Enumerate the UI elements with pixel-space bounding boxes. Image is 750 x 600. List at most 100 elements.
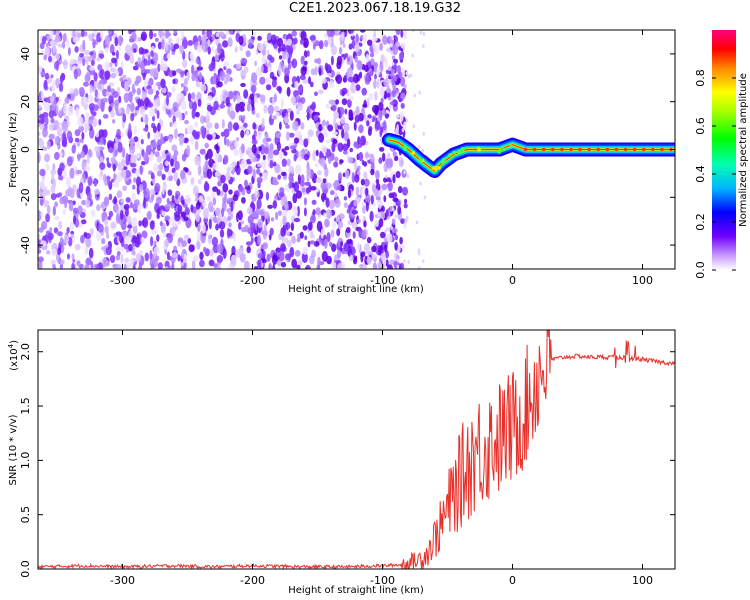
spectrogram-cell bbox=[390, 226, 393, 230]
spectrogram-cell bbox=[165, 42, 169, 52]
spectrogram-cell bbox=[63, 59, 68, 70]
spectrogram-cell bbox=[116, 251, 121, 256]
spectrogram-cell bbox=[305, 266, 310, 269]
spectrogram-cell bbox=[228, 90, 234, 100]
spectrogram-cell bbox=[279, 251, 285, 262]
spectrogram-cell bbox=[164, 160, 169, 167]
spectrogram-cell bbox=[103, 129, 108, 139]
spectrogram-cell bbox=[337, 262, 343, 269]
spectrogram-cell bbox=[397, 246, 401, 250]
spectrogram-cell bbox=[259, 76, 266, 85]
spectrogram-cell bbox=[337, 221, 344, 229]
spectrogram-cell bbox=[211, 33, 216, 41]
spectrogram-cell bbox=[211, 76, 217, 85]
spectrogram-cell bbox=[312, 42, 316, 50]
spectrogram-cell bbox=[107, 216, 112, 221]
spectrogram-cell bbox=[286, 86, 291, 97]
spectrogram-cell bbox=[259, 94, 266, 103]
spectrogram-cell bbox=[361, 229, 367, 241]
spectrogram-cell bbox=[77, 205, 83, 215]
spectrogram-cell bbox=[360, 34, 364, 40]
spectrogram-cell bbox=[192, 130, 197, 138]
signal-track-point bbox=[533, 147, 537, 152]
spectrogram-cell bbox=[173, 121, 177, 128]
spectrogram-cell bbox=[284, 201, 289, 210]
spectrogram-cell bbox=[112, 91, 119, 98]
spectrogram-cell bbox=[397, 205, 402, 215]
spectrogram-cell bbox=[117, 35, 123, 46]
spectrogram-cell bbox=[113, 179, 120, 188]
spectrogram-cell bbox=[239, 44, 244, 52]
spectrogram-cell bbox=[300, 30, 307, 41]
spectrogram-cell bbox=[397, 114, 400, 119]
spectrogram-cell bbox=[118, 233, 122, 242]
spectrogram-cell bbox=[423, 195, 426, 200]
spectrogram-cell bbox=[389, 206, 394, 212]
spectrogram-cell bbox=[379, 147, 385, 152]
spectrogram-cell bbox=[99, 68, 105, 80]
spectrogram-cell bbox=[280, 220, 283, 230]
spectrogram-cell bbox=[257, 259, 262, 268]
spectrogram-cell bbox=[209, 248, 214, 257]
spectrogram-cell bbox=[84, 165, 91, 172]
spectrogram-cell bbox=[304, 148, 309, 153]
spectrogram-cell bbox=[243, 122, 248, 128]
spectrogram-cell bbox=[187, 238, 191, 244]
spectrogram-cell bbox=[156, 234, 160, 242]
snr-y-ticks: 0.0 0.5 1.0 1.5 2.0 bbox=[19, 343, 675, 578]
spectrogram-cell bbox=[315, 207, 321, 216]
spectrogram-cell bbox=[355, 84, 361, 91]
spectrogram-cell bbox=[62, 40, 66, 49]
signal-track-point bbox=[596, 147, 600, 152]
spectrogram-cell bbox=[114, 99, 120, 107]
spectrogram-cell bbox=[141, 161, 146, 166]
spectrogram-cell bbox=[367, 114, 372, 119]
spectrogram-cell bbox=[130, 154, 137, 165]
spectrogram-cell bbox=[231, 161, 237, 167]
spectrogram-cell bbox=[187, 40, 194, 46]
spectrogram-cell bbox=[332, 138, 338, 144]
spectrogram-cell bbox=[370, 168, 375, 176]
spectrogram-cell bbox=[391, 227, 398, 234]
spectrogram-cell bbox=[365, 53, 370, 63]
spectrogram-cell bbox=[386, 85, 390, 93]
spectrogram-cell bbox=[393, 202, 396, 207]
spectrogram-cell bbox=[349, 96, 354, 101]
spectrogram-cell bbox=[117, 141, 123, 153]
spectrogram-cell bbox=[69, 221, 74, 231]
spectrogram-cell bbox=[215, 170, 220, 177]
spectrogram-cell bbox=[294, 137, 300, 144]
spectrogram-cell bbox=[206, 134, 213, 140]
spectrogram-cell bbox=[333, 111, 340, 120]
spectrogram-cell bbox=[325, 182, 332, 189]
spectrogram-cell bbox=[165, 108, 171, 115]
spectrogram-cell bbox=[104, 47, 109, 53]
spectrogram-cell bbox=[51, 101, 57, 110]
spectrogram-cell bbox=[286, 38, 292, 46]
signal-track-point bbox=[642, 147, 646, 152]
spectrogram-cell bbox=[387, 264, 393, 269]
spectrogram-cell bbox=[259, 172, 263, 177]
spectrogram-cell bbox=[300, 66, 307, 76]
spectrogram-cell bbox=[46, 205, 51, 215]
spectrogram-cell bbox=[171, 86, 176, 93]
spectrogram-cell bbox=[303, 207, 307, 217]
spectrogram-cell bbox=[156, 144, 161, 152]
spectrogram-cell bbox=[395, 30, 401, 36]
spectrogram-cell bbox=[250, 231, 254, 238]
spectrogram-cell bbox=[110, 109, 115, 118]
spectrogram-cell bbox=[404, 198, 407, 204]
spectrogram-cell bbox=[228, 222, 232, 228]
spectrogram-cell bbox=[284, 67, 290, 76]
spectrogram-cell bbox=[125, 207, 129, 217]
spectrogram-cell bbox=[378, 101, 384, 112]
spectrogram-cell bbox=[336, 185, 342, 191]
spectrogram-cell bbox=[100, 102, 105, 113]
spectrogram-cell bbox=[144, 114, 149, 125]
spectrogram-cell bbox=[214, 144, 219, 151]
spectrogram-cell bbox=[394, 234, 399, 241]
spectrogram-cell bbox=[129, 102, 135, 113]
spectrogram-cell bbox=[116, 190, 123, 199]
spectrogram-cell bbox=[199, 259, 205, 268]
spectrogram-cell bbox=[262, 65, 269, 74]
